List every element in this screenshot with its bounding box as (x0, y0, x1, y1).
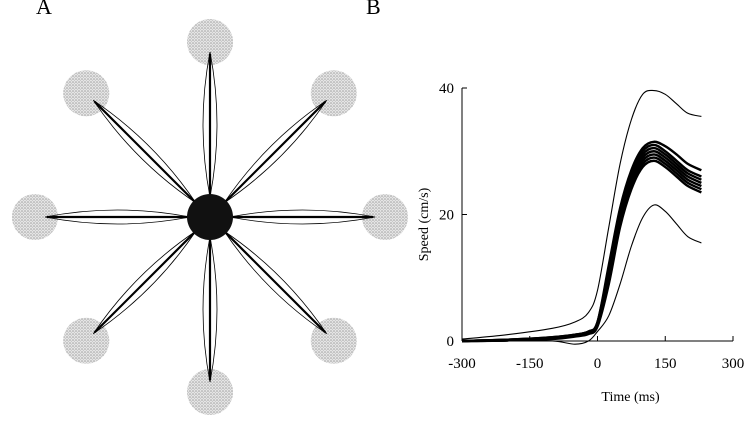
panel-label-b: B (366, 0, 381, 19)
trajectory-bound-0 (229, 209, 376, 218)
y-tick-label: 0 (447, 334, 455, 350)
speed-series-line-6 (461, 156, 702, 343)
trajectory-mean-225 (93, 230, 197, 334)
trajectory-bound-270 (202, 236, 211, 383)
speed-series-line-2 (461, 143, 702, 343)
speed-series-line-5 (461, 153, 702, 343)
x-tick-label: 0 (594, 356, 602, 372)
speed-profile-chart: 0 20 40 -300 -150 0 150 300 Time (ms) Speed (cm/s… (417, 81, 744, 405)
trajectory-mean-315 (223, 230, 327, 334)
trajectory-bound-135 (93, 99, 197, 204)
trajectory-bound-90 (202, 51, 211, 198)
target-circle-90 (187, 19, 233, 65)
trajectory-bound-315 (223, 230, 327, 335)
speed-series-line-8 (461, 204, 702, 345)
speed-series-line-4 (461, 150, 702, 343)
trajectory-bound-45 (223, 100, 328, 204)
trajectory-bound-225 (93, 230, 197, 335)
trajectory-bound-180 (44, 209, 191, 218)
target-circle-180 (12, 194, 58, 240)
speed-series-line-3 (461, 146, 702, 343)
trajectory-bound-0 (229, 216, 376, 225)
x-tick-label: -150 (516, 356, 544, 372)
trajectory-bound-90 (209, 51, 218, 198)
target-circle-0 (362, 194, 408, 240)
y-tick-label: 40 (439, 81, 454, 97)
center-out-diagram (12, 19, 408, 415)
trajectory-bound-180 (44, 216, 191, 225)
trajectory-bound-135 (92, 100, 197, 204)
target-circle-270 (187, 369, 233, 415)
x-tick-label: -300 (448, 356, 476, 372)
y-axis-title: Speed (cm/s) (417, 187, 432, 261)
y-tick-label: 20 (439, 208, 454, 224)
panel-label-a: A (36, 0, 52, 19)
speed-series-line-7 (461, 159, 702, 343)
speed-series-line-0 (461, 89, 702, 340)
center-target (187, 194, 233, 240)
trajectory-bound-315 (223, 230, 328, 334)
x-tick-label: 150 (654, 356, 677, 372)
x-tick-label: 300 (722, 356, 745, 372)
x-axis-title: Time (ms) (601, 390, 660, 405)
trajectory-bound-45 (223, 99, 327, 204)
speed-series-line-1 (461, 140, 702, 343)
trajectory-bound-270 (209, 236, 218, 383)
trajectory-mean-45 (223, 100, 327, 204)
trajectory-bound-225 (92, 230, 197, 334)
trajectory-mean-135 (93, 100, 197, 204)
